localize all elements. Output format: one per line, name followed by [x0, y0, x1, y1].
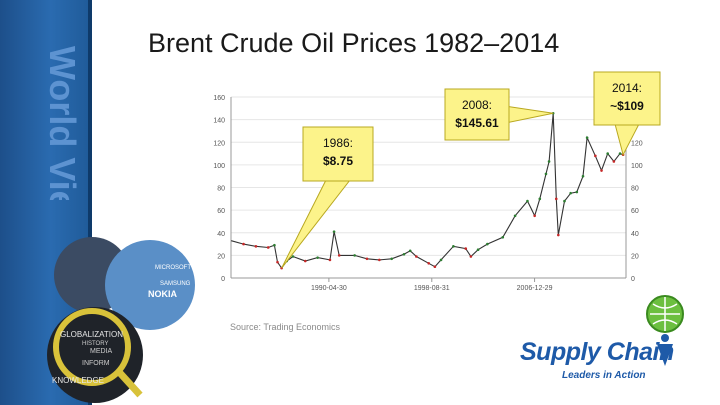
price-point [585, 136, 589, 140]
price-point [469, 255, 473, 258]
x-tick-label: 1990-04-30 [311, 285, 347, 292]
collage-word: MEDIA [90, 348, 113, 355]
y-tick-label-right: 40 [631, 231, 639, 238]
callout-box [444, 88, 510, 141]
price-point [563, 199, 566, 203]
price-point [526, 199, 529, 203]
price-point [513, 214, 517, 218]
price-point [547, 160, 551, 163]
y-tick-label-right: 120 [631, 140, 643, 147]
callout-value: $8.75 [323, 154, 353, 168]
price-point [433, 265, 437, 268]
price-point [606, 152, 609, 155]
price-point [476, 248, 480, 252]
y-tick-label-right: 0 [631, 276, 635, 283]
price-point [501, 235, 505, 239]
price-point [273, 243, 276, 247]
collage-circle-2 [105, 240, 195, 330]
logo-title: Supply Chain [520, 338, 674, 366]
collage-word: SAMSUNG [160, 281, 191, 287]
y-tick-label-right: 20 [631, 253, 639, 260]
y-tick-label-left: 100 [213, 163, 225, 170]
y-tick-label-left: 120 [213, 140, 225, 147]
globe-grid [650, 297, 680, 331]
price-point [254, 245, 258, 248]
y-tick-label-left: 140 [213, 118, 225, 125]
price-point [353, 254, 356, 257]
price-point [464, 247, 468, 250]
y-tick-label-left: 80 [217, 186, 225, 193]
collage-word: MICROSOFT [155, 265, 191, 271]
sidebar-text: World View [42, 46, 83, 200]
y-tick-label-right: 80 [631, 186, 639, 193]
price-point [533, 214, 536, 218]
y-tick-label-right: 60 [631, 208, 639, 215]
price-point [276, 260, 279, 264]
collage-word: GLOBALIZATION [60, 330, 123, 339]
price-point [291, 255, 295, 258]
price-point [365, 257, 369, 261]
collage-word: NOKIA [148, 289, 178, 299]
price-point [408, 249, 412, 253]
supply-chain-logo [646, 295, 684, 366]
price-point [390, 257, 393, 261]
price-point [266, 246, 270, 249]
price-point [554, 197, 558, 201]
x-tick-label: 2006-12-29 [517, 285, 553, 292]
person-head [661, 334, 669, 342]
price-point [581, 174, 585, 178]
x-tick-label: 1998-08-31 [414, 285, 450, 292]
callout-box [593, 71, 661, 126]
globalization-collage: GLOBALIZATION KNOWLEDGE MEDIA INFORM HIS… [47, 237, 195, 403]
callout-label: 1986: [323, 136, 353, 150]
price-point [575, 190, 579, 194]
price-point [544, 172, 548, 176]
person-body [657, 344, 673, 366]
y-tick-label-left: 160 [213, 95, 225, 102]
page-title: Brent Crude Oil Prices 1982–2014 [148, 28, 560, 58]
price-point [594, 154, 597, 158]
price-point [600, 169, 603, 172]
price-point [452, 245, 455, 248]
y-tick-label-right: 100 [631, 163, 643, 170]
sidebar-label: World View [42, 46, 83, 200]
price-point [303, 259, 307, 263]
price-point [538, 197, 542, 201]
price-point [618, 152, 622, 155]
price-point [242, 242, 245, 246]
callout-value: ~$109 [610, 99, 644, 113]
price-point [328, 258, 332, 262]
y-tick-label-left: 0 [221, 276, 225, 283]
price-point [569, 191, 572, 195]
collage-word: INFORM [82, 360, 110, 367]
source-note: Source: Trading Economics [230, 322, 341, 332]
y-tick-label-left: 60 [217, 208, 225, 215]
logo-tagline: Leaders in Action [562, 370, 646, 381]
callout-box [302, 126, 374, 182]
price-point [486, 242, 489, 246]
y-tick-label-left: 40 [217, 231, 225, 238]
callout-label: 2008: [462, 98, 492, 112]
price-point [427, 261, 431, 265]
price-point [415, 255, 418, 258]
price-point [557, 233, 560, 237]
price-point [378, 258, 381, 262]
sidebar-edge [88, 0, 92, 405]
callout-label: 2014: [612, 81, 642, 95]
collage-word: HISTORY [82, 341, 108, 347]
price-point [337, 254, 341, 257]
magnifier-handle [117, 370, 143, 398]
callout-value: $145.61 [455, 116, 499, 130]
y-tick-label-left: 20 [217, 253, 225, 260]
price-point [402, 252, 406, 256]
magnifier-ring [53, 308, 131, 386]
price-point [612, 160, 616, 163]
price-point [332, 230, 336, 233]
collage-word: KNOWLEDGE [52, 376, 104, 385]
price-point [316, 256, 319, 259]
price-point [439, 258, 443, 262]
